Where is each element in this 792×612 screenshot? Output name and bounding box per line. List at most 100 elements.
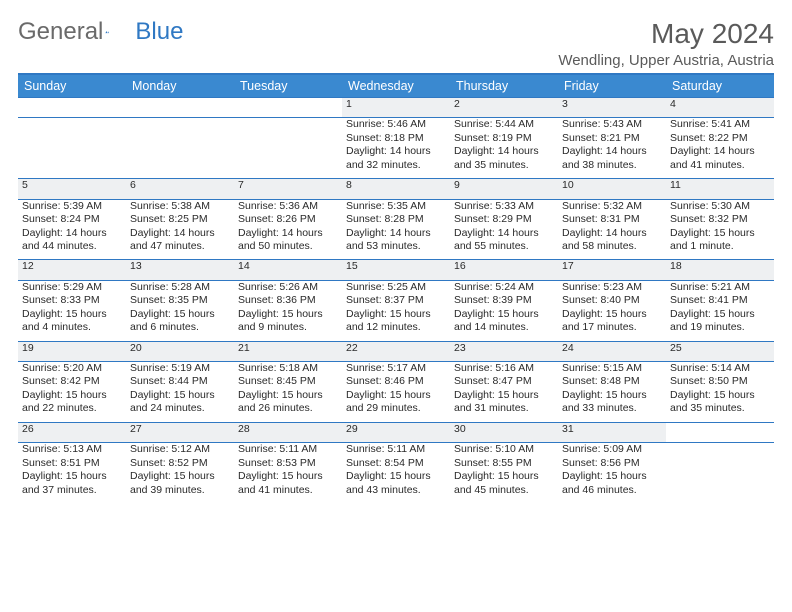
logo-sail-icon — [105, 22, 109, 42]
day-number-cell: 29 — [342, 422, 450, 442]
day-detail-cell: Sunrise: 5:12 AMSunset: 8:52 PMDaylight:… — [126, 443, 234, 503]
day-number-cell: 17 — [558, 260, 666, 280]
day-detail-cell: Sunrise: 5:25 AMSunset: 8:37 PMDaylight:… — [342, 280, 450, 341]
day-number-cell: 13 — [126, 260, 234, 280]
day-number-cell: 20 — [126, 341, 234, 361]
daylight-text: Daylight: 14 hours and 32 minutes. — [346, 145, 446, 172]
day-detail-cell: Sunrise: 5:16 AMSunset: 8:47 PMDaylight:… — [450, 362, 558, 423]
sunset-text: Sunset: 8:41 PM — [670, 294, 770, 307]
sunrise-text: Sunrise: 5:29 AM — [22, 281, 122, 294]
week-4-detail-row: Sunrise: 5:13 AMSunset: 8:51 PMDaylight:… — [18, 443, 774, 503]
day-detail-cell — [666, 443, 774, 503]
weekday-thursday: Thursday — [450, 75, 558, 98]
sunset-text: Sunset: 8:54 PM — [346, 457, 446, 470]
day-detail-cell: Sunrise: 5:36 AMSunset: 8:26 PMDaylight:… — [234, 199, 342, 260]
daylight-text: Daylight: 14 hours and 38 minutes. — [562, 145, 662, 172]
day-detail-cell: Sunrise: 5:32 AMSunset: 8:31 PMDaylight:… — [558, 199, 666, 260]
daylight-text: Daylight: 15 hours and 1 minute. — [670, 227, 770, 254]
day-number-cell: 28 — [234, 422, 342, 442]
day-detail-cell: Sunrise: 5:23 AMSunset: 8:40 PMDaylight:… — [558, 280, 666, 341]
sunrise-text: Sunrise: 5:33 AM — [454, 200, 554, 213]
day-number-cell: 16 — [450, 260, 558, 280]
weekday-monday: Monday — [126, 75, 234, 98]
daylight-text: Daylight: 14 hours and 41 minutes. — [670, 145, 770, 172]
logo-text-general: General — [18, 18, 103, 46]
sunset-text: Sunset: 8:42 PM — [22, 375, 122, 388]
day-number-cell: 3 — [558, 98, 666, 118]
sunrise-text: Sunrise: 5:30 AM — [670, 200, 770, 213]
daylight-text: Daylight: 15 hours and 31 minutes. — [454, 389, 554, 416]
day-number-cell: 22 — [342, 341, 450, 361]
sunrise-text: Sunrise: 5:11 AM — [346, 443, 446, 456]
day-number-cell: 2 — [450, 98, 558, 118]
sunset-text: Sunset: 8:39 PM — [454, 294, 554, 307]
sunset-text: Sunset: 8:45 PM — [238, 375, 338, 388]
week-1-daynum-row: 567891011 — [18, 179, 774, 199]
sunrise-text: Sunrise: 5:12 AM — [130, 443, 230, 456]
day-detail-cell: Sunrise: 5:33 AMSunset: 8:29 PMDaylight:… — [450, 199, 558, 260]
day-number-cell: 7 — [234, 179, 342, 199]
sunset-text: Sunset: 8:46 PM — [346, 375, 446, 388]
sunrise-text: Sunrise: 5:25 AM — [346, 281, 446, 294]
weekday-sunday: Sunday — [18, 75, 126, 98]
sunrise-text: Sunrise: 5:36 AM — [238, 200, 338, 213]
day-number-cell — [234, 98, 342, 118]
sunset-text: Sunset: 8:28 PM — [346, 213, 446, 226]
sunrise-text: Sunrise: 5:17 AM — [346, 362, 446, 375]
weekday-wednesday: Wednesday — [342, 75, 450, 98]
day-detail-cell: Sunrise: 5:20 AMSunset: 8:42 PMDaylight:… — [18, 362, 126, 423]
week-2-daynum-row: 12131415161718 — [18, 260, 774, 280]
day-number-cell: 18 — [666, 260, 774, 280]
day-detail-cell: Sunrise: 5:21 AMSunset: 8:41 PMDaylight:… — [666, 280, 774, 341]
sunrise-text: Sunrise: 5:09 AM — [562, 443, 662, 456]
day-number-cell: 26 — [18, 422, 126, 442]
sunset-text: Sunset: 8:37 PM — [346, 294, 446, 307]
weekday-friday: Friday — [558, 75, 666, 98]
sunset-text: Sunset: 8:31 PM — [562, 213, 662, 226]
sunrise-text: Sunrise: 5:28 AM — [130, 281, 230, 294]
weekday-tuesday: Tuesday — [234, 75, 342, 98]
day-detail-cell: Sunrise: 5:15 AMSunset: 8:48 PMDaylight:… — [558, 362, 666, 423]
daylight-text: Daylight: 15 hours and 35 minutes. — [670, 389, 770, 416]
day-detail-cell: Sunrise: 5:18 AMSunset: 8:45 PMDaylight:… — [234, 362, 342, 423]
day-number-cell: 31 — [558, 422, 666, 442]
daylight-text: Daylight: 15 hours and 24 minutes. — [130, 389, 230, 416]
sunrise-text: Sunrise: 5:19 AM — [130, 362, 230, 375]
daylight-text: Daylight: 15 hours and 26 minutes. — [238, 389, 338, 416]
day-number-cell: 23 — [450, 341, 558, 361]
day-number-cell: 27 — [126, 422, 234, 442]
day-number-cell: 4 — [666, 98, 774, 118]
day-number-cell: 10 — [558, 179, 666, 199]
weekday-saturday: Saturday — [666, 75, 774, 98]
daylight-text: Daylight: 14 hours and 35 minutes. — [454, 145, 554, 172]
day-detail-cell: Sunrise: 5:14 AMSunset: 8:50 PMDaylight:… — [666, 362, 774, 423]
sunset-text: Sunset: 8:40 PM — [562, 294, 662, 307]
sunrise-text: Sunrise: 5:24 AM — [454, 281, 554, 294]
day-detail-cell: Sunrise: 5:35 AMSunset: 8:28 PMDaylight:… — [342, 199, 450, 260]
day-detail-cell: Sunrise: 5:24 AMSunset: 8:39 PMDaylight:… — [450, 280, 558, 341]
day-number-cell: 1 — [342, 98, 450, 118]
day-number-cell: 24 — [558, 341, 666, 361]
day-detail-cell: Sunrise: 5:28 AMSunset: 8:35 PMDaylight:… — [126, 280, 234, 341]
day-detail-cell: Sunrise: 5:26 AMSunset: 8:36 PMDaylight:… — [234, 280, 342, 341]
sunrise-text: Sunrise: 5:39 AM — [22, 200, 122, 213]
daylight-text: Daylight: 15 hours and 6 minutes. — [130, 308, 230, 335]
daylight-text: Daylight: 15 hours and 17 minutes. — [562, 308, 662, 335]
day-detail-cell: Sunrise: 5:29 AMSunset: 8:33 PMDaylight:… — [18, 280, 126, 341]
sunrise-text: Sunrise: 5:46 AM — [346, 118, 446, 131]
sunset-text: Sunset: 8:52 PM — [130, 457, 230, 470]
sunset-text: Sunset: 8:26 PM — [238, 213, 338, 226]
day-detail-cell: Sunrise: 5:38 AMSunset: 8:25 PMDaylight:… — [126, 199, 234, 260]
daylight-text: Daylight: 15 hours and 37 minutes. — [22, 470, 122, 497]
day-detail-cell: Sunrise: 5:39 AMSunset: 8:24 PMDaylight:… — [18, 199, 126, 260]
day-number-cell: 12 — [18, 260, 126, 280]
logo-text-blue: Blue — [135, 18, 183, 46]
sunset-text: Sunset: 8:56 PM — [562, 457, 662, 470]
daylight-text: Daylight: 15 hours and 39 minutes. — [130, 470, 230, 497]
daylight-text: Daylight: 15 hours and 45 minutes. — [454, 470, 554, 497]
day-detail-cell: Sunrise: 5:17 AMSunset: 8:46 PMDaylight:… — [342, 362, 450, 423]
daylight-text: Daylight: 15 hours and 12 minutes. — [346, 308, 446, 335]
sunset-text: Sunset: 8:55 PM — [454, 457, 554, 470]
daylight-text: Daylight: 14 hours and 58 minutes. — [562, 227, 662, 254]
sunset-text: Sunset: 8:48 PM — [562, 375, 662, 388]
